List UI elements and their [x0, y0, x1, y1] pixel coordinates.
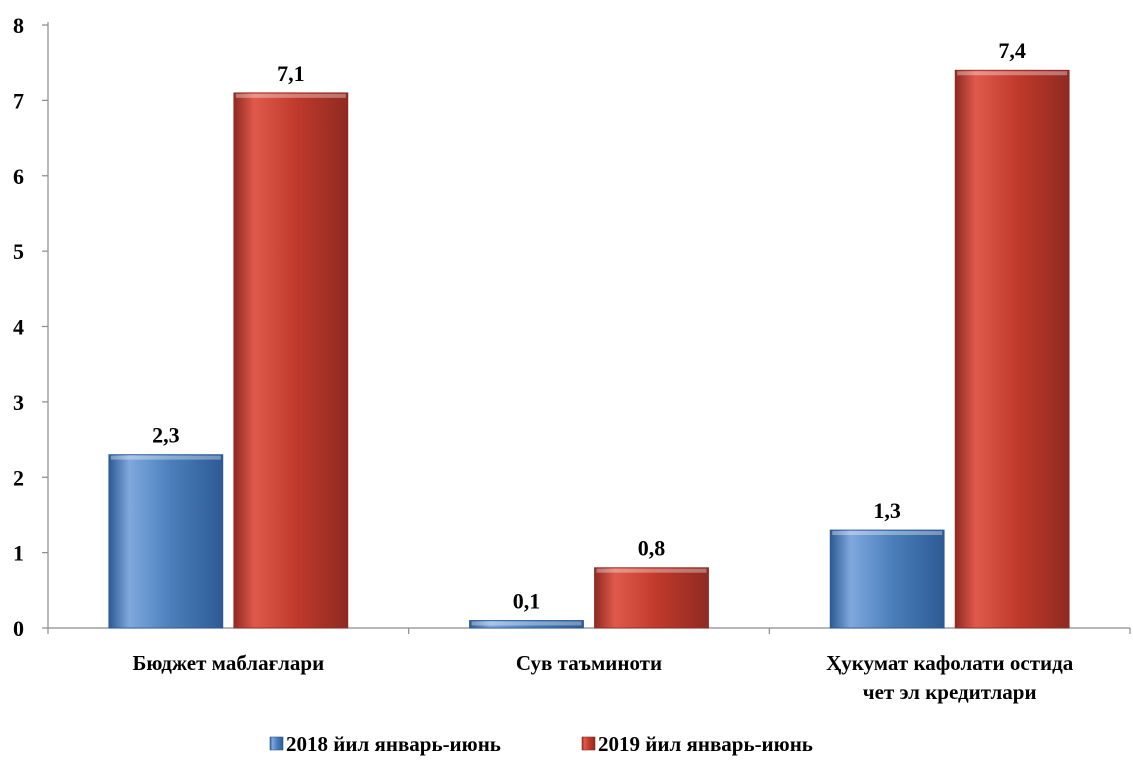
- data-labels: 2,3 7,1 0,1 0,8 1,3 7,4: [152, 38, 1026, 613]
- bar-highlight: [235, 93, 346, 98]
- axes: 0 1 2 3 4 5 6 7 8: [13, 13, 1131, 641]
- legend: 2018 йил январь-июнь 2019 йил январь-июнь: [269, 732, 813, 756]
- data-label-1-1: 0,8: [638, 536, 666, 561]
- bars: [108, 69, 1070, 629]
- category-label-1: Сув таъминоти: [516, 651, 662, 675]
- bar-1-0: [233, 92, 349, 629]
- category-label-2: чет эл кредитлари: [863, 680, 1037, 704]
- data-label-0-2: 1,3: [873, 498, 901, 523]
- data-label-1-2: 7,4: [998, 38, 1026, 63]
- bar-1-2: [954, 69, 1070, 629]
- y-tick-label: 7: [13, 88, 24, 113]
- data-label-0-1: 0,1: [513, 588, 541, 613]
- bar-0-2: [829, 529, 945, 629]
- data-label-0-0: 2,3: [152, 423, 180, 448]
- y-tick-label: 8: [13, 13, 24, 38]
- data-label-1-0: 7,1: [277, 61, 305, 86]
- category-labels: Бюджет маблағлари Сув таъминоти Ҳукумат ка…: [132, 651, 1073, 704]
- bar-0-0: [108, 454, 224, 629]
- legend-label-0: 2018 йил январь-июнь: [286, 732, 501, 756]
- bar-highlight: [832, 531, 943, 536]
- y-tick-label: 0: [13, 616, 24, 641]
- y-tick-label: 5: [13, 239, 24, 264]
- legend-label-1: 2019 йил январь-июнь: [598, 732, 813, 756]
- y-tick-label: 3: [13, 390, 24, 415]
- y-tick-label: 2: [13, 465, 24, 490]
- bar-1-1: [594, 567, 709, 629]
- y-tick-label: 1: [13, 541, 24, 566]
- category-label-0: Бюджет маблағлари: [132, 651, 324, 675]
- legend-swatch-0: [269, 736, 284, 751]
- category-label-2: Ҳукумат кафолати остида: [826, 651, 1074, 675]
- y-tick-label: 6: [13, 164, 24, 189]
- bar-highlight: [957, 71, 1068, 76]
- bar-highlight: [596, 568, 707, 573]
- bar-highlight: [471, 621, 582, 626]
- y-tick-label: 4: [13, 315, 24, 340]
- bar-0-1: [469, 620, 584, 629]
- bar-highlight: [110, 455, 221, 460]
- legend-swatch-1: [581, 736, 596, 751]
